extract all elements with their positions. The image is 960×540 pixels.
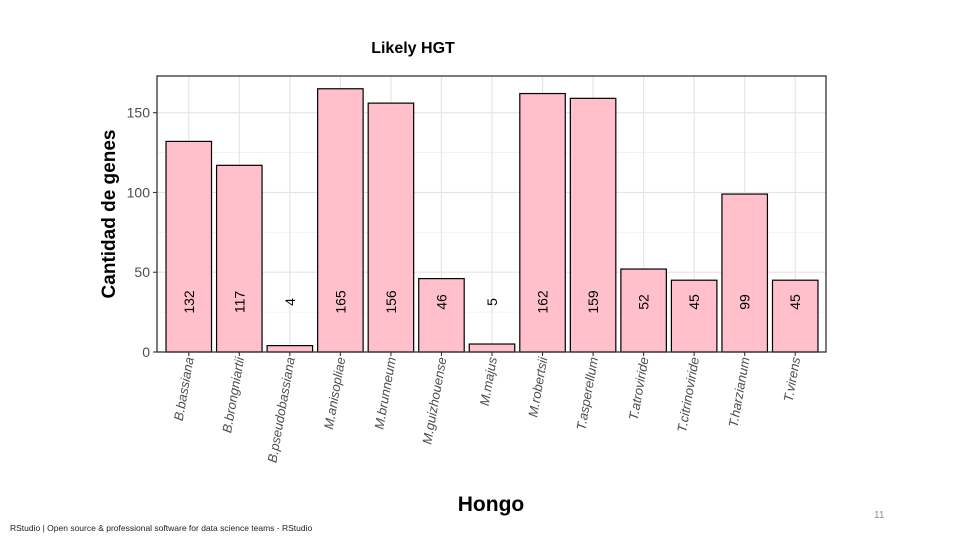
bar-T.harzianum — [721, 193, 769, 353]
x-tick-label: B.bassiana — [171, 356, 197, 422]
bar-M.robertsii — [519, 92, 566, 353]
data-label: 117 — [231, 291, 247, 314]
bars: 132 117 4 165 156 46 5 162 159 52 45 99 45 — [165, 88, 819, 353]
source-footer: RStudio | Open source & professional sof… — [10, 523, 313, 533]
x-tick-label: M.majus — [477, 355, 500, 406]
data-label: 156 — [383, 290, 399, 314]
y-tick-label: 0 — [142, 344, 150, 360]
y-axis-title: Cantidad de genes — [99, 130, 120, 299]
x-tick-label: M.robertsii — [525, 355, 551, 418]
bar-B.pseudobassiana — [266, 345, 314, 353]
x-tick-label: M.brunneum — [371, 356, 398, 431]
data-label: 45 — [787, 294, 803, 310]
x-tick-label: T.atroviride — [626, 356, 652, 421]
bar-B.bassiana — [165, 140, 213, 353]
y-tick-label: 50 — [134, 264, 150, 280]
data-label: 4 — [282, 298, 298, 306]
x-tick-label: T.citrinoviride — [674, 356, 702, 434]
bar-M.brunneum — [367, 102, 415, 353]
y-tick-label: 100 — [127, 184, 151, 200]
bar-T.virens — [771, 279, 819, 353]
data-label: 52 — [636, 294, 652, 310]
x-axis-title: Hongo — [458, 493, 524, 516]
y-tick-label: 150 — [127, 105, 151, 121]
data-label: 5 — [484, 298, 500, 306]
data-label: 165 — [332, 290, 348, 314]
x-tick-label: B.pseudobassiana — [264, 356, 297, 464]
bar-M.majus — [468, 343, 516, 353]
x-tick-label: B.brongniartii — [219, 355, 247, 434]
x-tick-label: M.anisopliae — [321, 356, 348, 430]
bar-M.anisopliae — [317, 88, 364, 353]
x-tick-label: T.virens — [781, 355, 804, 402]
bar-T.citrinoviride — [670, 279, 718, 353]
data-label: 162 — [535, 290, 551, 314]
data-label: 159 — [585, 290, 601, 314]
bar-M.guizhouense — [418, 278, 465, 353]
data-label: 132 — [181, 290, 197, 314]
data-label: 99 — [737, 294, 753, 310]
page-number: 11 — [874, 510, 885, 521]
y-axis: 0 50 100 150 — [127, 105, 157, 360]
x-axis: B.bassiana B.brongniartii B.pseudobassiana… — [171, 352, 803, 464]
x-tick-label: T.harzianum — [726, 356, 753, 429]
data-label: 46 — [433, 294, 449, 310]
x-tick-label: M.guizhouense — [419, 356, 449, 445]
data-label: 45 — [686, 294, 702, 310]
bar-B.brongniartii — [215, 164, 263, 353]
chart-title: Likely HGT — [371, 40, 455, 57]
x-tick-label: T.asperellum — [573, 356, 601, 432]
